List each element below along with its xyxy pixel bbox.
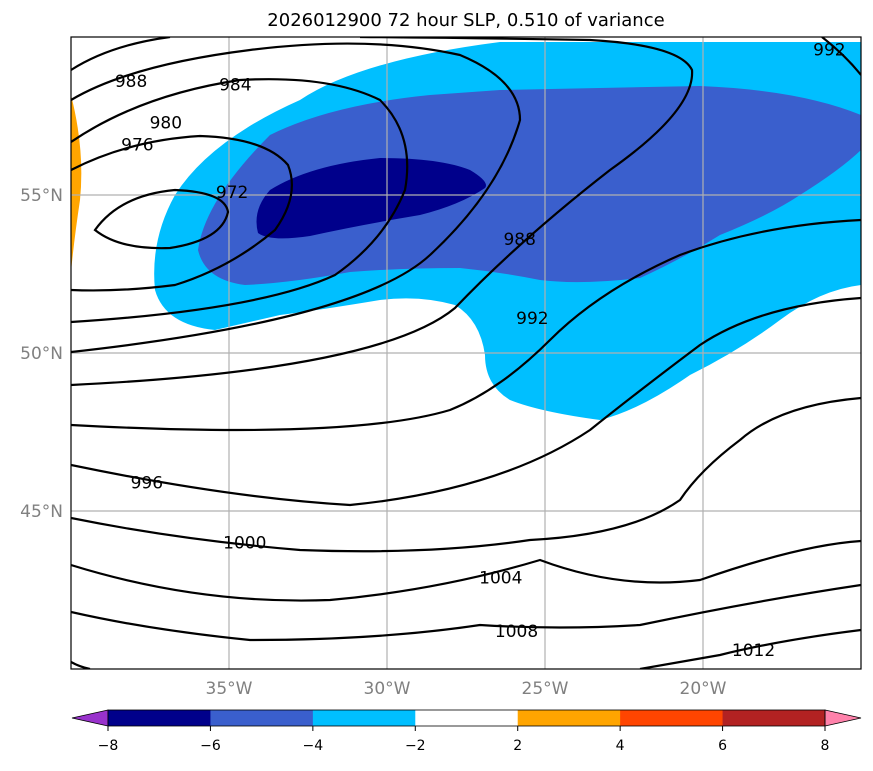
y-tick-label: 45°N xyxy=(20,502,63,522)
x-tick-label: 25°W xyxy=(522,679,569,699)
x-tick-label: 20°W xyxy=(680,679,727,699)
colorbar-segment xyxy=(415,710,519,726)
contour-label-976: 976 xyxy=(121,135,153,155)
contour-992 xyxy=(821,37,861,76)
contour-1012 xyxy=(639,628,861,669)
x-tick-label: 30°W xyxy=(364,679,411,699)
anomaly-fill-dark-blue xyxy=(256,158,486,239)
contour-996 xyxy=(71,296,861,507)
y-tick-label: 55°N xyxy=(20,186,63,206)
colorbar-tick-label: −8 xyxy=(98,738,119,754)
x-tick-label: 35°W xyxy=(206,679,253,699)
colorbar-tick-label: 6 xyxy=(718,738,727,754)
colorbar-tick-label: 2 xyxy=(513,738,522,754)
x-axis-ticks: 35°W 30°W 25°W 20°W xyxy=(206,679,727,699)
contour-label-984: 984 xyxy=(219,75,251,95)
colorbar-segment xyxy=(312,710,416,726)
colorbar-tick-label: 4 xyxy=(616,738,625,754)
plot-frame xyxy=(70,36,862,670)
contour-label-992: 992 xyxy=(516,309,548,329)
colorbar-segment xyxy=(620,710,724,726)
colorbar-segment xyxy=(210,710,314,726)
contour-976 xyxy=(71,134,293,292)
contour-label-1012: 1012 xyxy=(732,641,775,661)
grid-lines xyxy=(71,37,861,669)
contour-label-972: 972 xyxy=(216,183,248,203)
contour-label-1000: 1000 xyxy=(223,534,266,554)
contour-label-988: 988 xyxy=(115,72,147,92)
contour-label-1008: 1008 xyxy=(495,622,538,642)
colorbar-segment xyxy=(517,710,621,726)
contour-1008 xyxy=(71,583,861,642)
contour-972 xyxy=(93,188,230,250)
colorbar-segment xyxy=(108,710,211,726)
colorbar-segment xyxy=(722,710,826,726)
colorbar: −8 −6 −4 −2 2 4 6 8 xyxy=(71,709,862,754)
y-tick-label: 50°N xyxy=(20,344,63,364)
anomaly-fill-medium-blue xyxy=(198,86,861,285)
contour-label-988: 988 xyxy=(503,230,535,250)
colorbar-frame xyxy=(107,709,826,727)
colorbar-extend-max xyxy=(824,709,862,727)
contour-988 xyxy=(71,37,694,387)
contour-1000 xyxy=(71,396,861,553)
contour-label-992: 992 xyxy=(813,41,845,61)
contour-980 xyxy=(71,78,409,324)
contour-label-980: 980 xyxy=(150,113,182,133)
slp-contours xyxy=(71,37,861,669)
y-axis-ticks: 55°N 50°N 45°N xyxy=(20,186,63,522)
contour-984 xyxy=(71,42,522,354)
contour-label-996: 996 xyxy=(131,474,163,494)
chart-title: 2026012900 72 hour SLP, 0.510 of varianc… xyxy=(267,10,664,31)
colorbar-extend-min xyxy=(71,709,109,727)
contour-992-main xyxy=(71,218,861,432)
contour-label-1004: 1004 xyxy=(479,568,522,588)
colorbar-tick-label: 8 xyxy=(821,738,830,754)
contour-1004 xyxy=(71,539,861,602)
colorbar-tick-label: −6 xyxy=(200,738,221,754)
contour-988-left xyxy=(71,37,171,71)
colorbar-tick-label: −2 xyxy=(405,738,426,754)
colorbar-tick-label: −4 xyxy=(303,738,324,754)
